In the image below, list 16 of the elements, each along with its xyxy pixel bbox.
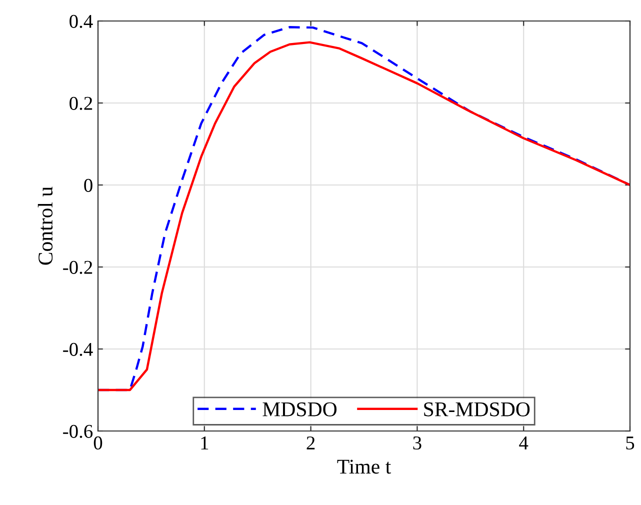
y-tick-label: 0.2 (70, 96, 92, 110)
x-tick-label: 0 (94, 436, 102, 450)
y-tick-label: 0 (84, 178, 92, 192)
x-tick-label: 2 (306, 436, 315, 450)
x-tick-label: 4 (519, 436, 528, 450)
y-tick-label: 0.4 (70, 14, 93, 28)
y-tick-label: -0.4 (63, 342, 93, 356)
y-tick-label: -0.2 (63, 260, 92, 274)
x-tick-label: 5 (626, 436, 634, 450)
x-axis-title: Time t (337, 460, 391, 474)
legend-label: MDSDO (262, 402, 337, 416)
x-tick-label: 3 (413, 436, 422, 450)
y-tick-label: -0.6 (63, 424, 93, 438)
y-axis-title: Control u (38, 186, 53, 265)
legend-label: SR-MDSDO (424, 402, 530, 416)
x-tick-label: 1 (201, 436, 208, 450)
